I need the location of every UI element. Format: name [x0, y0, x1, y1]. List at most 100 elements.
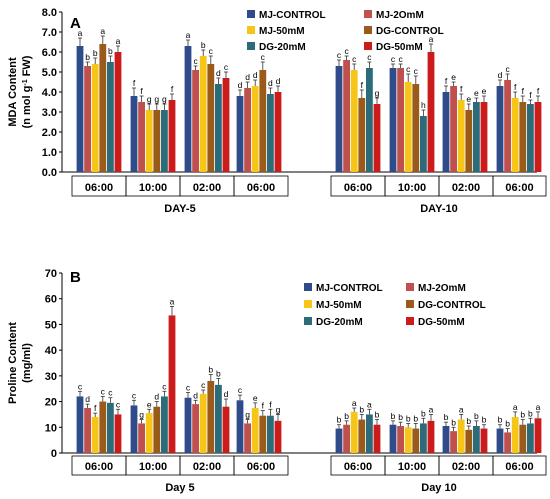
- legend-swatch: [364, 26, 372, 34]
- significance-letter: d: [85, 394, 90, 404]
- significance-letter: g: [147, 94, 152, 104]
- significance-letter: f: [537, 86, 540, 96]
- bar: [527, 423, 534, 453]
- x-tick-label: 10:00: [398, 461, 426, 473]
- significance-letter: d: [154, 392, 159, 402]
- significance-letter: b: [375, 410, 380, 420]
- bar: [412, 428, 420, 453]
- significance-letter: b: [444, 412, 449, 422]
- significance-letter: c: [186, 383, 191, 393]
- bar: [412, 84, 420, 172]
- significance-letter: b: [451, 417, 456, 427]
- bar: [427, 420, 435, 453]
- y-tick-label: 30: [45, 371, 57, 383]
- x-tick-label: 06:00: [247, 182, 275, 194]
- significance-letter: c: [505, 64, 510, 74]
- legend-swatch: [247, 26, 255, 34]
- legend-label: MJ-2OmM: [418, 283, 466, 294]
- significance-letter: d: [276, 76, 281, 86]
- bar: [527, 104, 534, 172]
- significance-letter: e: [451, 72, 456, 82]
- bar: [244, 88, 251, 172]
- y-axis-label-unit: (mg/ml): [21, 343, 33, 383]
- y-axis-label-main: Proline Content: [7, 322, 19, 404]
- y-axis-label-unit: (n mol g-1 FW): [21, 55, 33, 128]
- bar: [442, 92, 450, 172]
- significance-letter: f: [171, 84, 174, 94]
- significance-letter: c: [391, 54, 396, 64]
- bar: [107, 62, 114, 172]
- x-tick-label: 06:00: [85, 461, 113, 473]
- bar: [76, 396, 84, 453]
- group-label: DAY-10: [420, 203, 458, 215]
- bar: [534, 102, 542, 172]
- x-tick-label: 10:00: [139, 182, 167, 194]
- significance-letter: f: [94, 403, 97, 413]
- bar: [473, 102, 480, 172]
- bar: [215, 384, 222, 453]
- significance-letter: a: [100, 26, 105, 36]
- significance-letter: d: [498, 70, 503, 80]
- significance-letter: f: [140, 86, 143, 96]
- significance-letter: c: [352, 54, 357, 64]
- significance-letter: c: [116, 399, 121, 409]
- significance-letter: e: [474, 88, 479, 98]
- significance-letter: b: [108, 46, 113, 56]
- legend-swatch: [406, 300, 414, 308]
- bar: [161, 110, 168, 172]
- group-label: Day 10: [421, 482, 456, 494]
- significance-letter: b: [498, 415, 503, 425]
- bar: [267, 94, 274, 172]
- significance-letter: a: [352, 398, 357, 408]
- bar: [215, 84, 222, 172]
- y-tick-label: 7.0: [42, 27, 57, 39]
- significance-letter: b: [520, 410, 525, 420]
- y-tick-label: 0: [51, 448, 57, 460]
- bar: [450, 86, 457, 172]
- significance-letter: b: [216, 368, 221, 378]
- bar: [184, 46, 192, 172]
- significance-letter: a: [429, 404, 434, 414]
- bar: [99, 44, 107, 172]
- legend-swatch: [406, 283, 414, 291]
- bar: [274, 92, 282, 172]
- significance-letter: f: [133, 78, 136, 88]
- y-tick-label: 60: [45, 294, 57, 306]
- significance-letter: e: [147, 399, 152, 409]
- significance-letter: d: [238, 80, 243, 90]
- group-label: DAY-5: [164, 203, 195, 215]
- significance-letter: f: [514, 82, 517, 92]
- significance-letter: g: [139, 410, 144, 420]
- significance-letter: e: [482, 86, 487, 96]
- bar: [153, 406, 161, 453]
- bar: [114, 52, 122, 172]
- bar: [420, 423, 427, 453]
- significance-letter: c: [398, 54, 403, 64]
- bar: [465, 110, 473, 172]
- significance-letter: g: [245, 410, 250, 420]
- bar: [427, 52, 435, 172]
- bar: [358, 98, 366, 172]
- significance-letter: c: [132, 390, 137, 400]
- bar: [389, 68, 397, 172]
- legend-label: DG-20mM: [316, 317, 363, 328]
- significance-letter: e: [466, 94, 471, 104]
- significance-letter: a: [513, 402, 518, 412]
- legend-swatch: [364, 42, 372, 50]
- bar: [358, 419, 366, 453]
- bar: [251, 408, 259, 453]
- bar: [450, 431, 457, 453]
- bar: [350, 70, 358, 172]
- x-tick-label: 06:00: [247, 461, 275, 473]
- significance-letter: c: [101, 386, 106, 396]
- bar: [457, 100, 465, 172]
- legend-swatch: [406, 317, 414, 325]
- x-tick-label: 10:00: [139, 461, 167, 473]
- bar: [480, 102, 488, 172]
- legend-label: DG-50mM: [418, 317, 465, 328]
- bar: [534, 418, 542, 453]
- bar: [184, 397, 192, 453]
- significance-letter: c: [201, 380, 206, 390]
- significance-letter: a: [536, 402, 541, 412]
- significance-letter: c: [367, 52, 372, 62]
